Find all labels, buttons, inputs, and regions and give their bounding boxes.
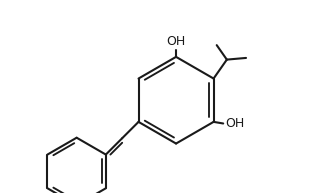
Text: OH: OH — [166, 35, 186, 48]
Text: OH: OH — [225, 117, 244, 130]
